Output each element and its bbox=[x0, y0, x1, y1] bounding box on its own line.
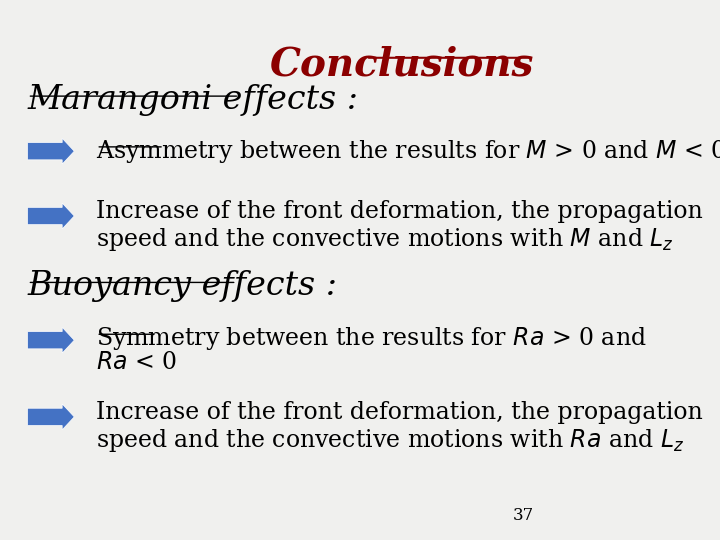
Text: Increase of the front deformation, the propagation: Increase of the front deformation, the p… bbox=[96, 200, 703, 223]
Text: 37: 37 bbox=[513, 507, 534, 524]
Text: Buoyancy effects :: Buoyancy effects : bbox=[27, 270, 338, 302]
Text: Asymmetry between the results for $M$ > 0 and $M$ < 0: Asymmetry between the results for $M$ > … bbox=[96, 138, 720, 165]
FancyArrow shape bbox=[27, 327, 74, 353]
Text: Increase of the front deformation, the propagation: Increase of the front deformation, the p… bbox=[96, 401, 703, 424]
Text: speed and the convective motions with $Ra$ and $L_z$: speed and the convective motions with $R… bbox=[96, 427, 685, 454]
Text: $Ra$ < 0: $Ra$ < 0 bbox=[96, 351, 177, 374]
Text: Conclusions: Conclusions bbox=[269, 46, 534, 84]
Text: Marangoni effects :: Marangoni effects : bbox=[27, 84, 359, 116]
Text: Symmetry between the results for $Ra$ > 0 and: Symmetry between the results for $Ra$ > … bbox=[96, 325, 647, 352]
Text: speed and the convective motions with $M$ and $L_z$: speed and the convective motions with $M… bbox=[96, 226, 674, 253]
FancyArrow shape bbox=[27, 138, 74, 164]
FancyArrow shape bbox=[27, 404, 74, 430]
FancyArrow shape bbox=[27, 203, 74, 229]
